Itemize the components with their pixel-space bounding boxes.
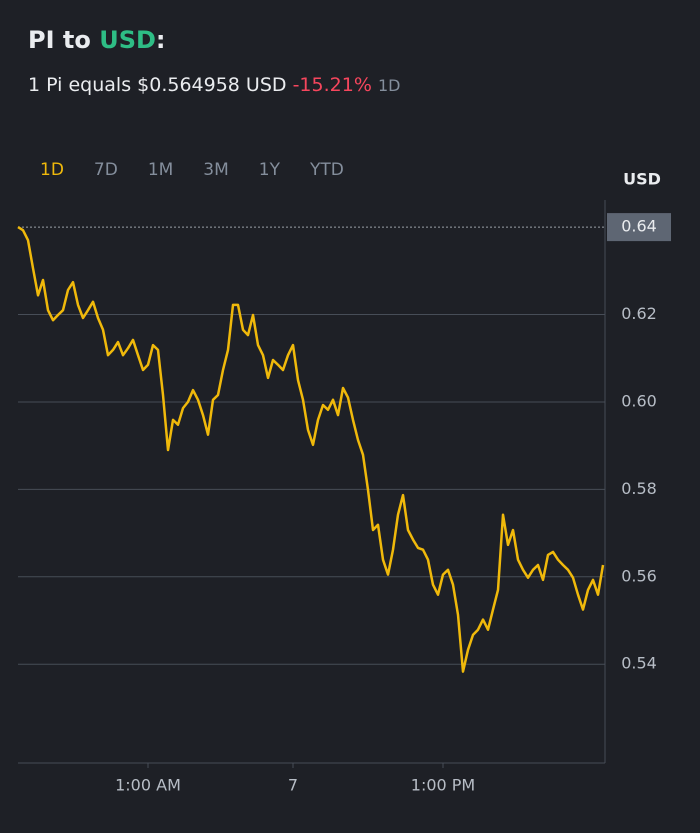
- range-tabs: 1D 7D 1M 3M 1Y YTD: [40, 160, 374, 180]
- price-line: [17, 226, 605, 673]
- x-tick-label: 1:00 PM: [411, 776, 475, 795]
- x-tick-label: 7: [288, 776, 298, 795]
- title: PI to USD:: [28, 26, 166, 54]
- y-tick-label: 0.58: [621, 479, 657, 498]
- period: 1D: [377, 76, 401, 95]
- y-tick-label: 0.62: [621, 304, 657, 323]
- price-text: 1 Pi equals $0.564958 USD: [28, 74, 287, 96]
- range-tab[interactable]: 1Y: [258, 160, 280, 180]
- range-tab[interactable]: 7D: [93, 160, 118, 180]
- price-change: -15.21%: [292, 74, 372, 96]
- range-tab[interactable]: 3M: [203, 160, 229, 180]
- title-prefix: PI to: [28, 26, 100, 54]
- y-tick-label: 0.54: [621, 654, 657, 673]
- range-tab[interactable]: YTD: [309, 160, 344, 180]
- subtitle: 1 Pi equals $0.564958 USD -15.21% 1D: [28, 74, 400, 96]
- y-tick-label: 0.60: [621, 391, 657, 410]
- y-axis-label: USD: [623, 170, 661, 189]
- range-tab[interactable]: 1D: [40, 160, 64, 180]
- range-tab[interactable]: 1M: [147, 160, 174, 180]
- x-tick-label: 1:00 AM: [115, 776, 181, 795]
- title-quote: USD: [99, 26, 156, 54]
- title-suffix: :: [155, 26, 166, 54]
- y-tick-label: 0.56: [621, 566, 657, 585]
- tick-highlight: [607, 213, 671, 242]
- y-tick-label: 0.64: [621, 217, 657, 236]
